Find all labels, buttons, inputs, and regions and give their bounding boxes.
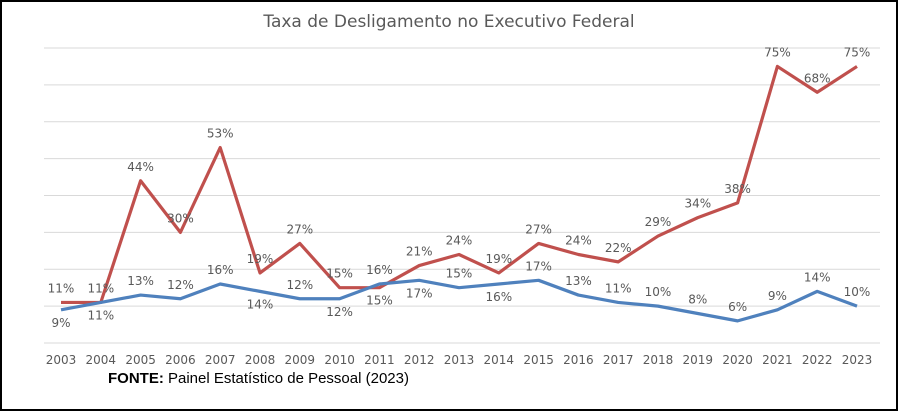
x-tick-label: 2004 [86,353,117,367]
x-tick-label: 2003 [46,353,77,367]
data-label: 16% [485,290,512,304]
x-tick-label: 2014 [484,353,515,367]
x-tick-label: 2019 [683,353,714,367]
data-label: 17% [406,286,433,300]
x-tick-label: 2016 [563,353,594,367]
source-label: FONTE: [108,370,164,387]
x-tick-label: 2015 [523,353,554,367]
x-tick-label: 2008 [245,353,276,367]
x-tick-label: 2005 [125,353,156,367]
data-label: 19% [485,252,512,266]
data-label: 53% [207,127,234,141]
source-text: Painel Estatístico de Pessoal (2023) [168,370,409,387]
x-tick-label: 2022 [802,353,833,367]
data-label: 44% [127,160,154,174]
x-tick-label: 2018 [643,353,674,367]
x-tick-label: 2023 [842,353,873,367]
data-label: 14% [804,270,831,284]
source-note: FONTE: Painel Estatístico de Pessoal (20… [108,370,409,387]
data-label: 13% [127,274,154,288]
data-label: 8% [688,293,707,307]
data-label: 12% [167,278,194,292]
data-label: 75% [764,45,791,59]
x-tick-label: 2020 [722,353,753,367]
series-line-2 [60,278,858,323]
x-tick-label: 2013 [444,353,475,367]
data-label: 15% [326,267,353,281]
data-label: 38% [724,182,751,196]
data-label: 27% [286,222,313,236]
x-tick-label: 2009 [285,353,316,367]
x-tick-label: 2011 [364,353,395,367]
data-label: 14% [247,297,274,311]
data-label: 13% [565,274,592,288]
data-label: 10% [844,285,871,299]
data-label: 15% [366,294,393,308]
x-tick-label: 2012 [404,353,435,367]
data-label: 17% [525,259,552,273]
data-label: 10% [645,285,672,299]
data-label: 9% [51,316,70,330]
data-label: 9% [768,289,787,303]
x-tick-label: 2017 [603,353,634,367]
data-label: 24% [565,234,592,248]
data-label: 11% [87,308,114,322]
data-label: 30% [167,211,194,225]
data-label: 12% [326,305,353,319]
x-tick-label: 2006 [165,353,196,367]
data-label: 16% [207,263,234,277]
data-label: 15% [446,267,473,281]
data-label: 6% [728,300,747,314]
data-label: 24% [446,234,473,248]
data-label: 21% [406,245,433,259]
data-label: 11% [48,281,75,295]
data-label: 11% [605,281,632,295]
data-label: 75% [844,45,871,59]
data-label: 19% [247,252,274,266]
x-tick-label: 2007 [205,353,236,367]
data-label: 27% [525,222,552,236]
data-label: 12% [286,278,313,292]
x-tick-label: 2010 [324,353,355,367]
series-line-1 [61,64,858,305]
data-label: 16% [366,263,393,277]
data-label: 34% [684,197,711,211]
chart-title: Taxa de Desligamento no Executivo Federa… [263,12,635,32]
data-label: 22% [605,241,632,255]
data-label: 68% [804,71,831,85]
x-tick-label: 2021 [762,353,793,367]
data-label: 11% [87,281,114,295]
data-label: 29% [645,215,672,229]
